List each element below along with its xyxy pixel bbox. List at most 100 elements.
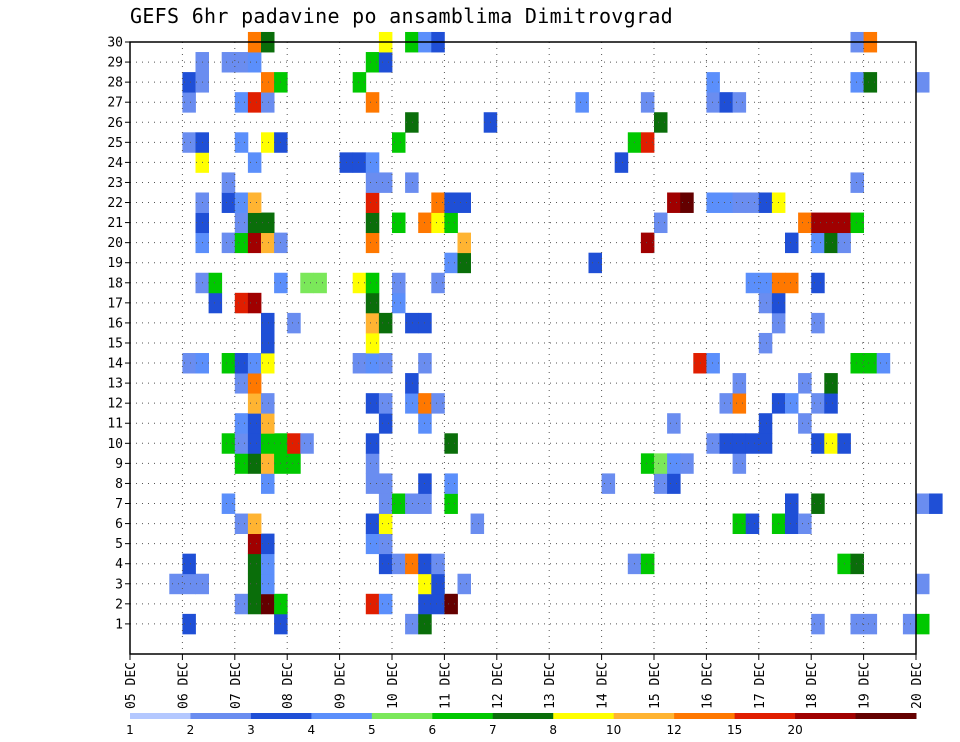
precip-cell [365, 332, 380, 354]
precip-cell [234, 132, 249, 153]
precip-cell [261, 433, 275, 454]
precip-cell [732, 373, 747, 394]
precip-cell [247, 393, 262, 414]
precip-cell [208, 272, 223, 294]
precip-cell [234, 353, 249, 374]
y-tick-label: 29 [107, 56, 123, 71]
precip-cell [758, 332, 773, 354]
precip-cell [785, 272, 799, 294]
precip-cell [719, 433, 733, 454]
precip-cell [365, 292, 380, 314]
precip-cell [352, 353, 367, 374]
precip-cell [824, 393, 838, 414]
precip-cell [732, 393, 747, 414]
y-tick-label: 23 [107, 176, 123, 191]
precip-cell [365, 212, 380, 234]
precip-cell [247, 553, 262, 575]
precip-cell [850, 172, 864, 193]
precip-cell [378, 393, 393, 414]
precip-cell [182, 92, 196, 113]
precip-cell [261, 413, 275, 434]
precip-cell [247, 232, 262, 254]
precip-cell [719, 92, 733, 113]
precip-cell [640, 132, 655, 153]
precip-cell [247, 593, 262, 615]
y-tick-label: 6 [115, 517, 123, 532]
y-tick-label: 11 [107, 417, 123, 432]
y-tick-label: 17 [107, 296, 123, 311]
precip-cell [378, 172, 393, 193]
legend-label: 1 [126, 723, 134, 737]
precip-cell [719, 192, 733, 213]
precip-cell [352, 152, 367, 173]
precip-cell [365, 92, 380, 113]
legend-swatch [190, 713, 252, 719]
precip-cell [247, 373, 262, 394]
precip-cell [247, 413, 262, 434]
precip-cell [667, 413, 681, 434]
x-tick-label: 18 DEC [805, 662, 820, 709]
precip-cell [365, 312, 380, 334]
precip-cell [732, 192, 747, 213]
x-tick-label: 11 DEC [438, 662, 453, 709]
precip-cell [300, 433, 314, 454]
precip-cell [863, 613, 878, 635]
precip-cell [824, 232, 838, 254]
legend-label: 3 [247, 723, 255, 737]
precip-cell [850, 613, 864, 635]
precip-cell [444, 593, 458, 615]
precip-cell [365, 353, 380, 374]
legend-swatch [855, 713, 917, 719]
precip-cell [405, 172, 419, 193]
y-tick-label: 18 [107, 276, 123, 291]
precip-cell [300, 272, 314, 294]
precip-cell [378, 473, 393, 494]
precip-cell [667, 473, 681, 494]
precip-cell [378, 413, 393, 434]
precip-cell [261, 232, 275, 254]
precip-cell [798, 413, 812, 434]
precip-cell [378, 533, 393, 555]
precip-cell [588, 252, 602, 274]
precip-cell [182, 132, 196, 153]
precip-cell [614, 152, 629, 173]
legend-label: 4 [308, 723, 316, 737]
precip-cell [261, 212, 275, 234]
precip-cell [234, 292, 249, 314]
precip-cell [444, 473, 458, 494]
precip-cell [221, 232, 236, 254]
y-tick-label: 28 [107, 76, 123, 91]
legend-label: 6 [428, 723, 436, 737]
y-tick-label: 12 [107, 397, 123, 412]
precip-cell [405, 373, 419, 394]
precip-cell [365, 593, 380, 615]
precip-cell [916, 493, 930, 514]
precip-cell [234, 453, 249, 474]
y-tick-label: 7 [115, 497, 123, 512]
precip-cell [405, 493, 419, 514]
precip-cell [234, 373, 249, 394]
precip-cell [444, 192, 458, 213]
precip-cell [811, 493, 825, 514]
precip-cell [392, 553, 406, 575]
precip-cell [758, 433, 773, 454]
precip-cell [444, 493, 458, 514]
precip-cell [247, 292, 262, 314]
precip-cell [811, 232, 825, 254]
precip-cell [680, 453, 694, 474]
precip-cell [261, 132, 275, 153]
x-tick-label: 17 DEC [753, 662, 768, 709]
precip-cell [182, 573, 196, 595]
precip-cell [287, 312, 301, 334]
precip-cell [392, 292, 406, 314]
precip-cell [732, 453, 747, 474]
precip-cell [640, 232, 655, 254]
precip-cell [732, 92, 747, 113]
y-tick-label: 10 [107, 437, 123, 452]
precip-cell [221, 172, 236, 193]
precip-cell [261, 332, 275, 354]
precip-cell [182, 613, 196, 635]
precip-cell [667, 453, 681, 474]
precip-cell [640, 92, 655, 113]
precip-cell [811, 433, 825, 454]
